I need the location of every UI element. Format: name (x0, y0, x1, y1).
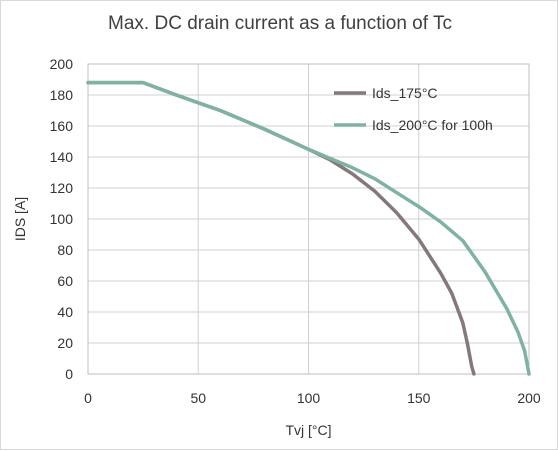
legend: Ids_175°C Ids_200°C for 100h (334, 85, 493, 133)
y-axis-title: IDS [A] (12, 197, 28, 241)
y-tick-label: 60 (57, 273, 73, 289)
y-tick-label: 40 (57, 304, 73, 320)
y-tick-label: 20 (57, 335, 73, 351)
x-tick-label: 0 (84, 390, 92, 406)
x-tick-label: 50 (190, 390, 206, 406)
legend-label-1: Ids_175°C (372, 85, 438, 101)
y-tick-label: 0 (65, 366, 73, 382)
chart-title: Max. DC drain current as a function of T… (108, 13, 452, 34)
y-tick-label: 140 (50, 149, 74, 165)
legend-label-2: Ids_200°C for 100h (372, 117, 493, 133)
tick-layer: 0 20 40 60 80 100 120 140 160 180 200 0 50 100 150 200 (50, 56, 541, 406)
grid-layer (87, 63, 530, 375)
series-layer (86, 80, 531, 376)
x-tick-label: 200 (517, 390, 541, 406)
y-tick-label: 160 (50, 118, 74, 134)
y-tick-label: 80 (57, 242, 73, 258)
y-tick-label: 200 (50, 56, 74, 72)
x-tick-label: 100 (297, 390, 321, 406)
y-tick-label: 120 (50, 180, 74, 196)
series-line-2 (86, 80, 531, 376)
x-tick-label: 150 (407, 390, 431, 406)
y-tick-label: 180 (50, 87, 74, 103)
x-axis-title: Tvj [°C] (285, 422, 331, 438)
y-tick-label: 100 (50, 211, 74, 227)
plot-frame (87, 63, 530, 375)
